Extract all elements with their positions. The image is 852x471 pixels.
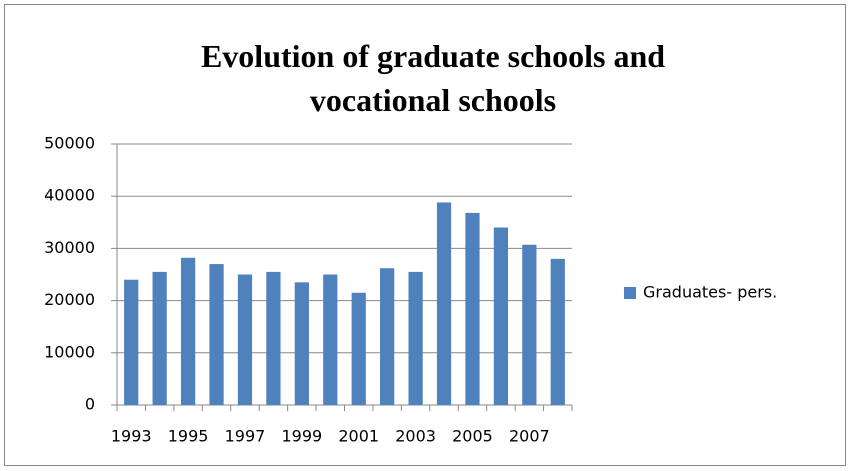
bar bbox=[266, 271, 281, 405]
bar bbox=[124, 279, 139, 405]
bar bbox=[436, 202, 452, 405]
bar bbox=[152, 271, 167, 405]
chart-frame bbox=[4, 4, 846, 466]
bar bbox=[380, 268, 395, 405]
bar bbox=[408, 271, 423, 405]
bar bbox=[180, 257, 196, 405]
y-tick-label: 40000 bbox=[44, 186, 95, 205]
bar bbox=[493, 227, 509, 405]
legend-swatch bbox=[624, 287, 636, 299]
chart-title: Evolution of graduate schools and vocati… bbox=[200, 38, 666, 118]
y-tick-label: 20000 bbox=[44, 290, 95, 309]
bar bbox=[237, 274, 253, 405]
bar bbox=[351, 292, 366, 405]
bar bbox=[550, 258, 565, 405]
x-tick-label: 1995 bbox=[168, 427, 209, 446]
bar bbox=[209, 264, 224, 405]
x-tick-label: 1993 bbox=[111, 427, 152, 446]
x-tick-label: 2003 bbox=[395, 427, 436, 446]
y-tick-label: 0 bbox=[85, 395, 95, 414]
y-tick-label: 10000 bbox=[44, 342, 95, 361]
x-tick-label: 2005 bbox=[452, 427, 493, 446]
bar bbox=[294, 282, 309, 405]
x-tick-label: 1999 bbox=[281, 427, 322, 446]
bar bbox=[323, 274, 338, 405]
x-tick-label: 2001 bbox=[338, 427, 379, 446]
legend-label: Graduates- pers. bbox=[643, 283, 777, 302]
bar bbox=[522, 244, 537, 405]
x-tick-label: 1997 bbox=[225, 427, 266, 446]
y-tick-label: 30000 bbox=[44, 238, 95, 257]
bar bbox=[465, 212, 480, 405]
y-tick-label: 50000 bbox=[44, 134, 95, 153]
x-tick-label: 2007 bbox=[509, 427, 550, 446]
